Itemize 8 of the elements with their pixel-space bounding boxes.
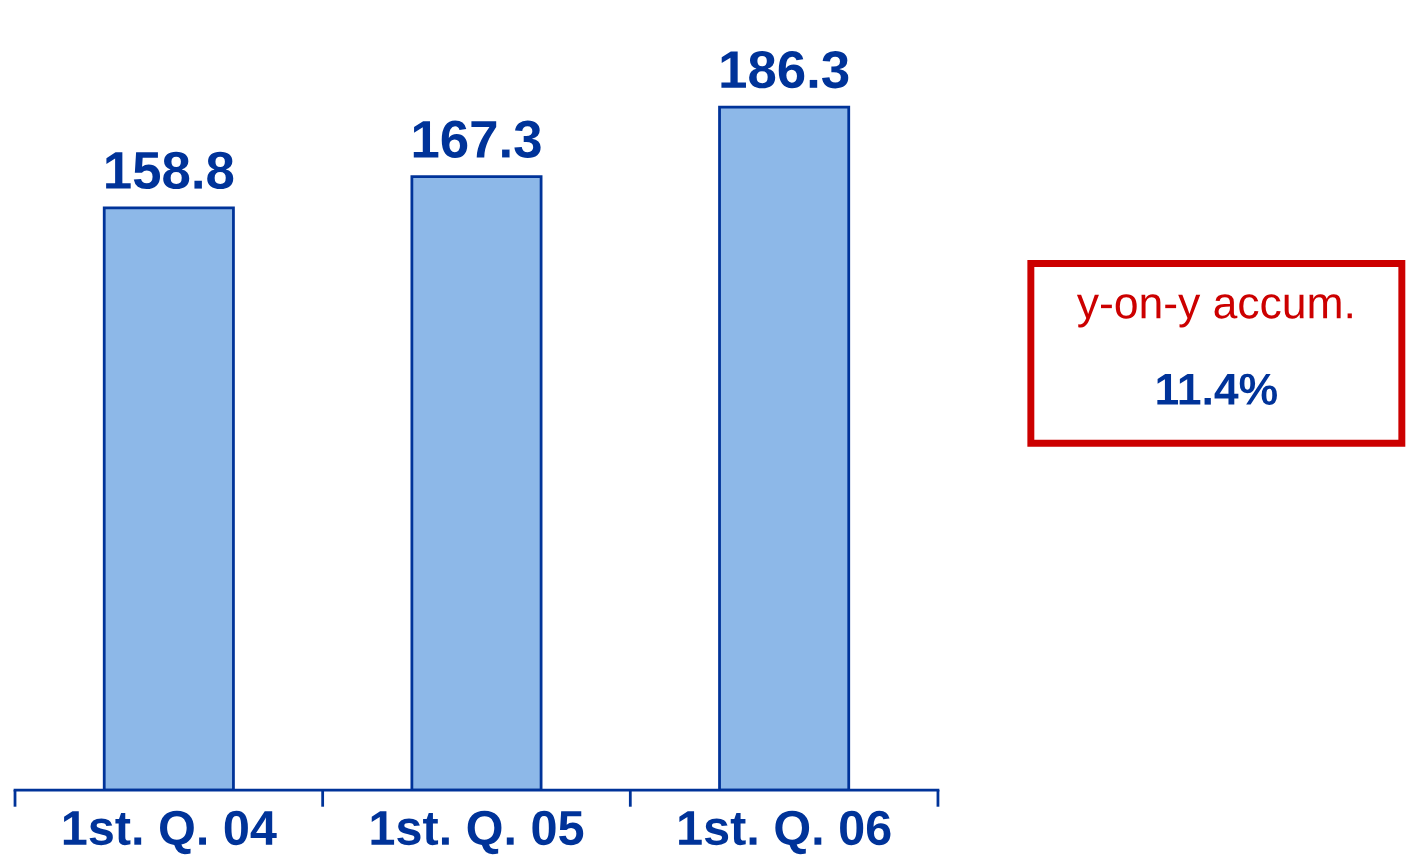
x-tick-label: 1st. Q. 06: [679, 810, 891, 855]
data-label: 167.3: [413, 120, 541, 159]
text: y-on-y accum.: [1076, 294, 1352, 328]
x-tick-label: 1st. Q. 04: [63, 810, 277, 855]
data-label: 186.3: [721, 50, 849, 89]
text: 11.4%: [1157, 373, 1277, 405]
x-tick-label: 1st. Q. 05: [371, 810, 584, 855]
data-label: 158.8: [106, 151, 234, 190]
